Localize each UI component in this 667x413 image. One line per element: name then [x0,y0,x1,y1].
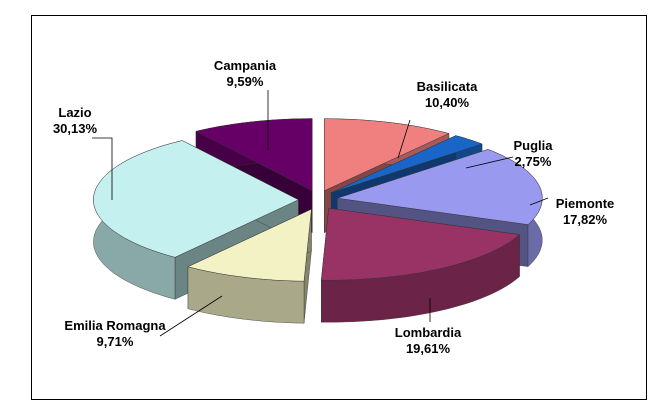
label-puglia: Puglia 2,75% [513,138,552,170]
leader-line [397,119,411,159]
label-value: 9,71% [96,334,134,349]
slice-top [93,140,299,258]
label-lazio: Lazio 30,13% [53,105,97,137]
slice-top [195,118,313,192]
leader-line [159,295,223,337]
label-emilia-romagna: Emilia Romagna 9,71% [64,318,165,350]
slice-top [321,207,521,281]
leader-line [529,197,549,206]
label-campania: Campania 9,59% [214,58,276,90]
label-name: Emilia Romagna [64,318,166,333]
chart-frame [31,15,647,400]
label-value: 19,61% [405,341,451,356]
slice-top [337,149,543,225]
label-name: Lazio [58,105,92,120]
label-value: 10,40% [424,95,470,110]
slice-top [324,118,450,192]
slice-emilia-romagna [187,208,312,324]
slice-lombardia [321,207,521,323]
label-name: Lombardia [394,325,462,340]
label-lombardia: Lombardia 19,61% [395,325,461,357]
slice-top [187,208,312,282]
label-name: Puglia [513,138,553,153]
label-value: 9,59% [226,74,264,89]
label-value: 2,75% [514,154,552,169]
label-basilicata: Basilicata 10,40% [417,79,478,111]
leader-line [92,137,113,200]
label-value: 30,13% [52,121,98,136]
slice-top [331,135,483,194]
label-name: Campania [213,58,277,73]
leader-line [465,156,514,169]
label-value: 17,82% [562,212,608,227]
label-piemonte: Piemonte 17,82% [556,196,615,228]
label-name: Basilicata [416,79,478,94]
label-name: Piemonte [555,196,615,211]
